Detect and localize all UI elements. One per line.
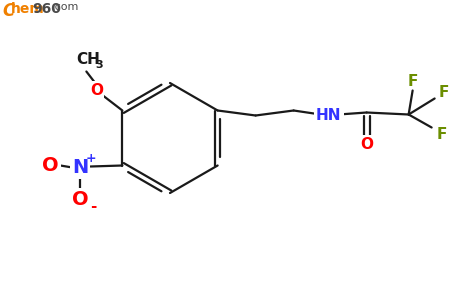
Text: C: C [2,2,14,20]
Text: O: O [90,83,103,98]
Text: CH: CH [76,52,100,67]
Text: 3: 3 [96,59,103,69]
Text: HN: HN [316,108,341,123]
Text: O: O [360,137,373,152]
Text: F: F [438,85,449,100]
Text: O: O [42,156,59,175]
Text: 960: 960 [32,2,61,16]
Text: hem: hem [11,2,45,16]
Text: .com: .com [52,2,79,12]
Text: -: - [90,199,97,214]
Text: N: N [72,158,89,177]
Text: O: O [72,190,89,209]
Text: F: F [437,127,447,142]
Text: F: F [408,74,418,89]
Text: +: + [86,152,97,165]
